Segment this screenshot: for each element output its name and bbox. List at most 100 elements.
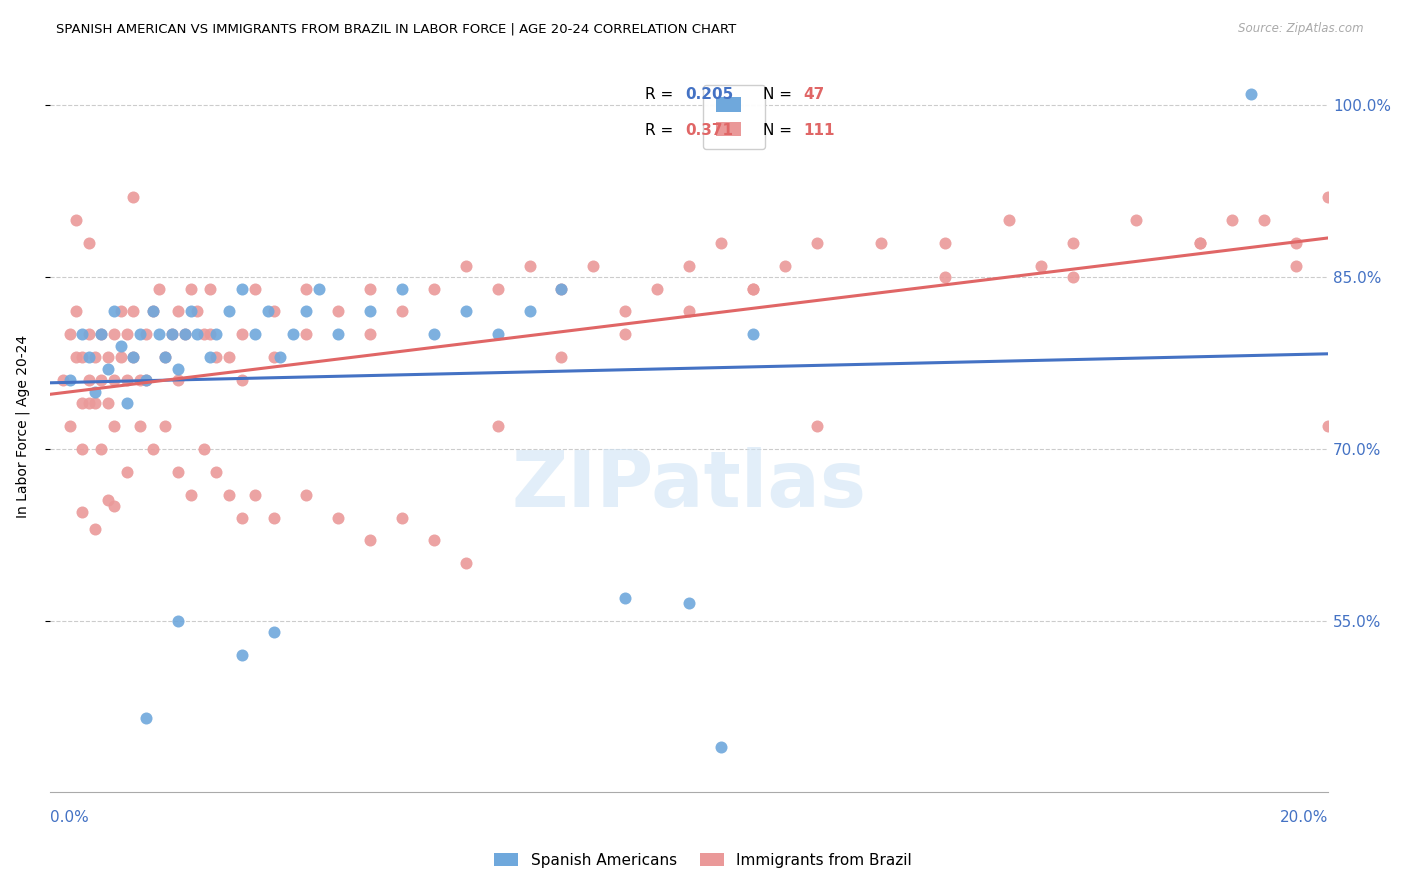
Point [198,351,221,365]
Point [135,711,157,725]
Point [77,351,100,365]
Point [97,361,120,376]
Point [122,304,145,318]
Point [742,282,765,296]
Point [77,373,100,387]
Point [128,419,150,434]
Point [486,327,509,342]
Point [148,282,170,296]
Point [103,499,125,513]
Point [218,304,240,318]
Point [243,327,266,342]
Point [65,213,87,227]
Point [678,304,700,318]
Text: 0.0%: 0.0% [51,810,89,824]
Point [193,442,215,456]
Point [84,384,107,399]
Point [645,282,668,296]
Point [97,351,120,365]
Point [263,304,285,318]
Point [582,259,605,273]
Point [614,304,637,318]
Point [269,351,291,365]
Point [1317,190,1340,204]
Point [742,327,765,342]
Text: 20.0%: 20.0% [1279,810,1329,824]
Point [205,351,228,365]
Point [550,282,572,296]
Point [65,304,87,318]
Point [77,235,100,250]
Point [231,282,253,296]
Point [160,327,183,342]
Point [142,442,165,456]
Point [231,327,253,342]
Point [180,304,202,318]
Point [454,557,477,571]
Point [1189,235,1212,250]
Point [128,373,150,387]
Point [167,373,190,387]
Point [326,327,349,342]
Point [359,533,381,548]
Point [742,282,765,296]
Point [167,361,190,376]
Legend: , : , [703,85,765,149]
Point [295,327,318,342]
Point [90,327,112,342]
Text: 0.371: 0.371 [685,123,734,138]
Point [295,282,318,296]
Point [263,625,285,640]
Text: 111: 111 [803,123,834,138]
Point [806,235,828,250]
Point [308,282,330,296]
Point [231,648,253,662]
Point [359,282,381,296]
Point [72,442,94,456]
Point [205,327,228,342]
Point [135,373,157,387]
Point [115,396,138,410]
Point [135,373,157,387]
Point [58,327,80,342]
Point [243,282,266,296]
Point [72,396,94,410]
Point [1062,235,1084,250]
Point [122,190,145,204]
Point [422,327,444,342]
Point [218,351,240,365]
Point [231,510,253,524]
Point [167,465,190,479]
Point [110,339,132,353]
Point [110,304,132,318]
Point [218,488,240,502]
Text: 47: 47 [803,87,824,103]
Point [193,327,215,342]
Point [1029,259,1052,273]
Point [391,282,413,296]
Point [326,510,349,524]
Point [180,282,202,296]
Point [934,270,956,285]
Point [710,739,733,754]
Point [65,351,87,365]
Point [773,259,796,273]
Point [155,419,177,434]
Text: R =: R = [644,87,678,103]
Point [1220,213,1243,227]
Point [84,396,107,410]
Point [326,304,349,318]
Point [486,419,509,434]
Point [97,493,120,508]
Point [115,465,138,479]
Legend: Spanish Americans, Immigrants from Brazil: Spanish Americans, Immigrants from Brazi… [486,845,920,875]
Point [422,282,444,296]
Point [454,259,477,273]
Point [263,510,285,524]
Point [90,327,112,342]
Point [180,488,202,502]
Point [155,351,177,365]
Point [115,373,138,387]
Point [142,304,165,318]
Point [77,327,100,342]
